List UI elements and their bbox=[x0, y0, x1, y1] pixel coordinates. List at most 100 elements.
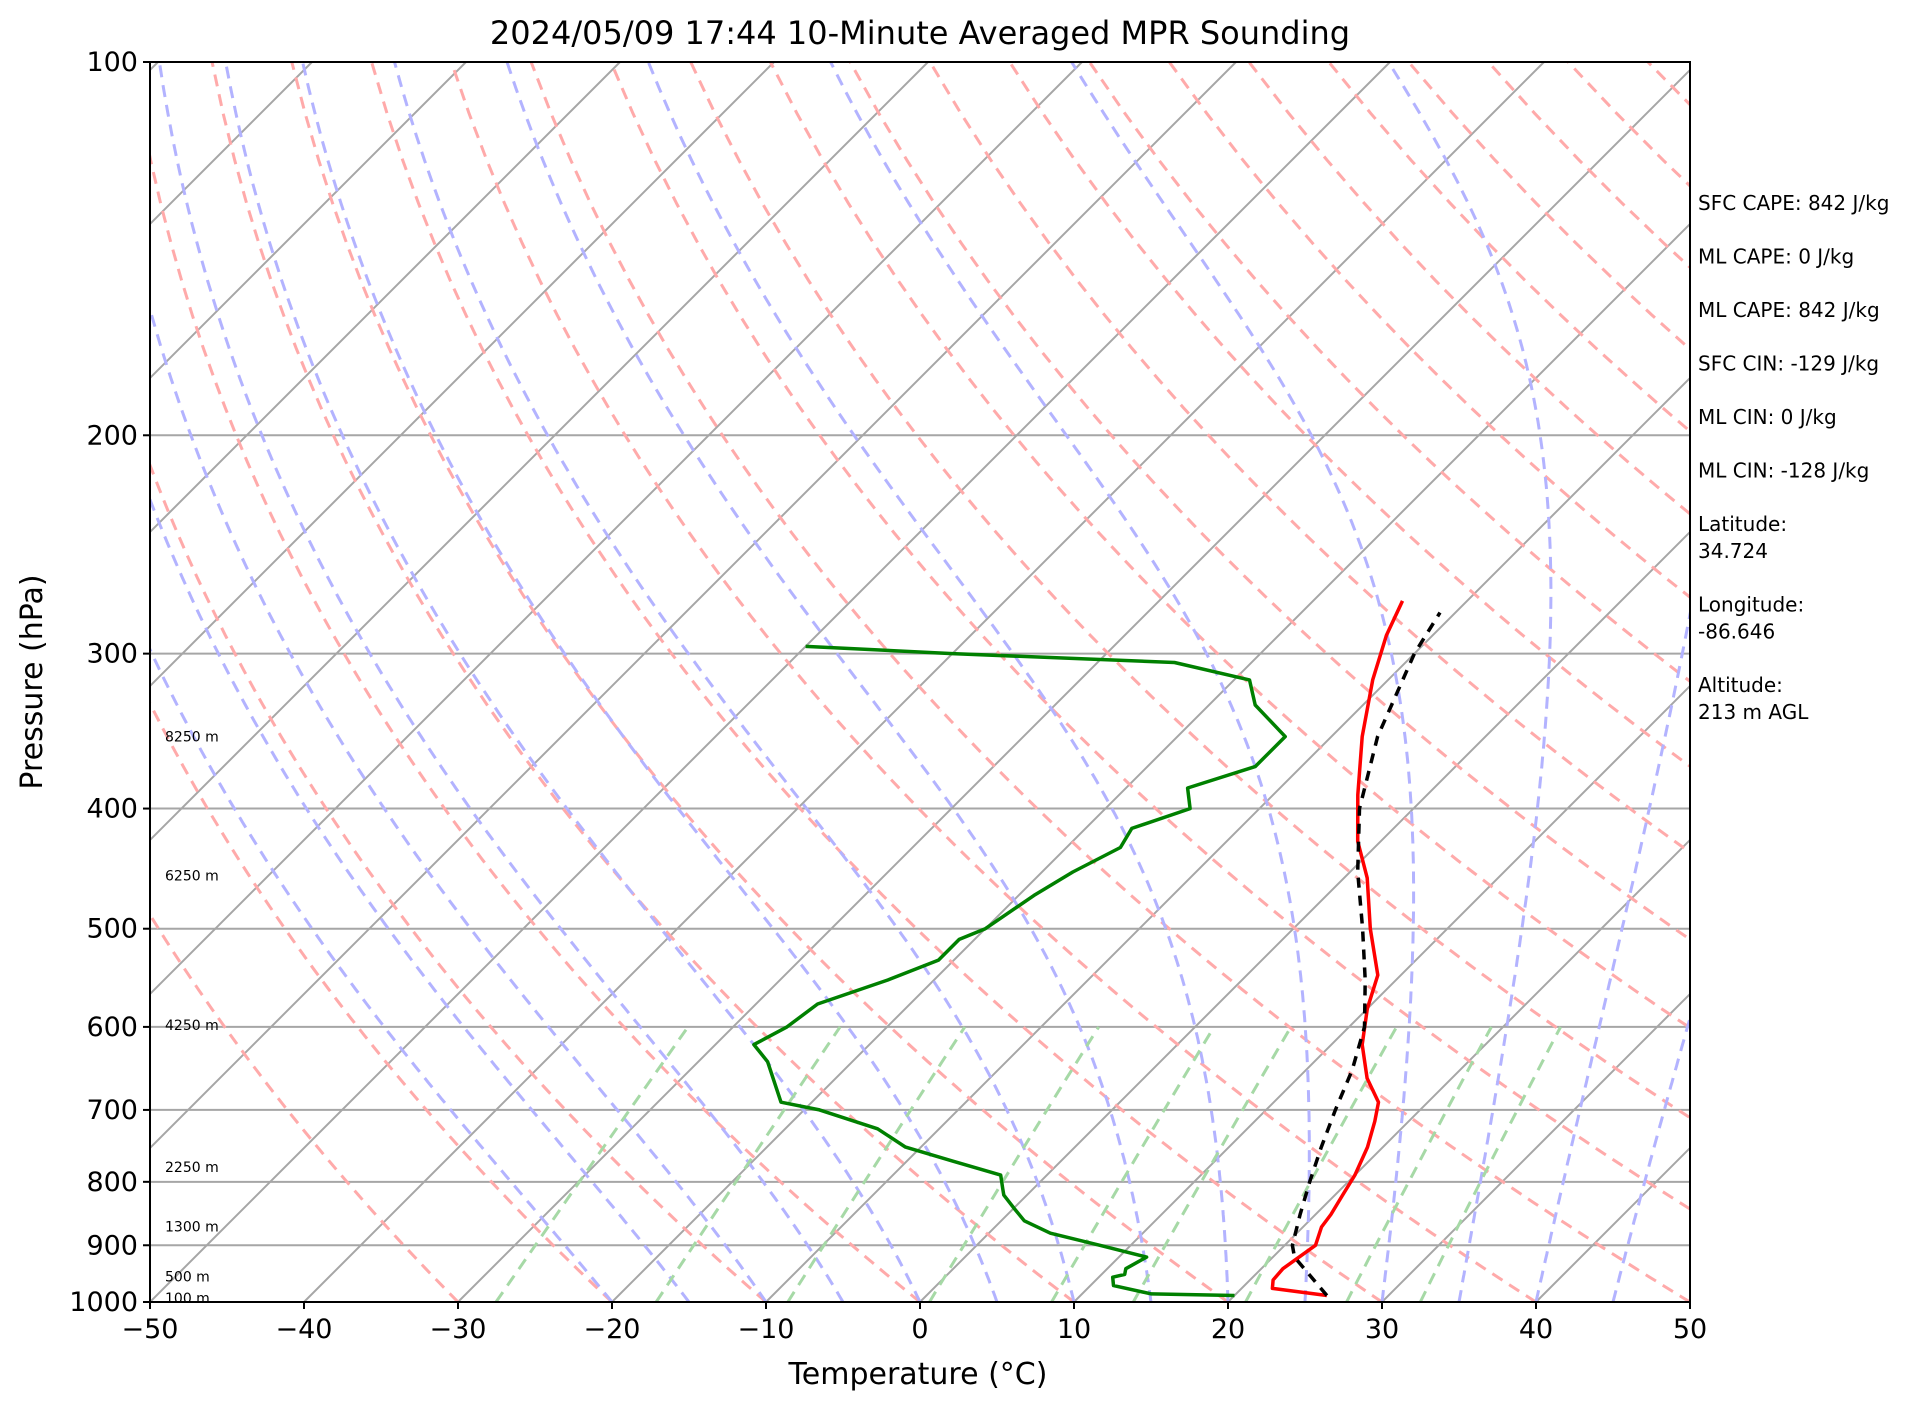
moist-adiabat-line bbox=[1070, 62, 1416, 1302]
stat-text: ML CAPE: 0 J/kg bbox=[1698, 245, 1854, 269]
stat-text: Latitude: bbox=[1698, 512, 1787, 536]
isotherm-line bbox=[1227, 838, 1690, 1302]
dry-adiabat-line bbox=[928, 62, 1690, 855]
stat-text: ML CIN: 0 J/kg bbox=[1698, 405, 1837, 429]
isotherm-line bbox=[150, 62, 1391, 1302]
moist-adiabat-line bbox=[150, 495, 691, 1302]
y-tick-label: 900 bbox=[86, 1230, 138, 1261]
dry-adiabat-line bbox=[1168, 62, 1690, 600]
moist-adiabat-line bbox=[224, 62, 922, 1302]
isotherm-line bbox=[611, 222, 1690, 1302]
stat-text: Altitude: bbox=[1698, 673, 1783, 697]
mixing-ratio-line bbox=[1050, 1026, 1216, 1302]
dry-adiabat-line bbox=[1088, 62, 1690, 684]
background-lines bbox=[0, 62, 1921, 1302]
dry-adiabat-line bbox=[689, 62, 1690, 1120]
moist-adiabat-line bbox=[150, 303, 768, 1302]
isotherm-line bbox=[150, 62, 775, 688]
dry-adiabat-line bbox=[769, 62, 1690, 1030]
mixing-ratio-line bbox=[1418, 1026, 1562, 1302]
dry-adiabat-line bbox=[150, 461, 767, 1302]
isotherm-line bbox=[303, 62, 1545, 1302]
y-tick-label: 300 bbox=[86, 639, 138, 670]
dry-adiabat-line bbox=[1008, 62, 1690, 769]
x-tick-label: 40 bbox=[1519, 1314, 1553, 1345]
moist-adiabat-line bbox=[646, 62, 1230, 1302]
moist-adiabat-line bbox=[829, 62, 1311, 1302]
x-tick-label: −20 bbox=[584, 1314, 641, 1345]
dry-adiabat-line bbox=[848, 62, 1690, 942]
y-tick-label: 800 bbox=[86, 1167, 138, 1198]
x-tick-label: −40 bbox=[276, 1314, 333, 1345]
stat-text: ML CIN: -128 J/kg bbox=[1698, 459, 1869, 483]
dry-adiabat-line bbox=[609, 62, 1690, 1211]
moist-adiabat-line bbox=[1387, 62, 1553, 1302]
isotherm-line bbox=[457, 68, 1690, 1302]
y-tick-label: 1000 bbox=[69, 1287, 138, 1318]
mixing-ratio-line bbox=[494, 1026, 690, 1302]
x-tick-label: 30 bbox=[1365, 1314, 1399, 1345]
dewpoint-profile-line bbox=[752, 644, 1287, 1298]
dry-adiabat-line bbox=[370, 62, 1383, 1302]
parcel-profile-line bbox=[1290, 611, 1442, 1297]
x-tick-label: −30 bbox=[430, 1314, 487, 1345]
chart-title: 2024/05/09 17:44 10-Minute Averaged MPR … bbox=[490, 14, 1350, 52]
isotherm-line bbox=[1073, 684, 1690, 1302]
sounding-lines bbox=[752, 600, 1442, 1298]
y-tick-label: 600 bbox=[86, 1012, 138, 1043]
mixing-ratio-line bbox=[654, 1026, 842, 1302]
x-tick-label: −50 bbox=[122, 1314, 179, 1345]
y-tick-label: 400 bbox=[86, 794, 138, 825]
isotherm-line bbox=[0, 62, 4, 1302]
x-tick-label: 0 bbox=[911, 1314, 928, 1345]
isotherm-line bbox=[1844, 62, 1921, 1302]
y-tick-label: 100 bbox=[86, 47, 138, 78]
moist-adiabat-line bbox=[157, 62, 845, 1302]
mixing-ratio-line bbox=[786, 1026, 967, 1302]
isotherm-line bbox=[765, 376, 1690, 1302]
x-tick-label: 10 bbox=[1057, 1314, 1091, 1345]
moist-adiabat-line bbox=[505, 62, 1153, 1302]
x-tick-label: 50 bbox=[1673, 1314, 1707, 1345]
isotherm-line bbox=[150, 62, 1237, 1150]
x-tick-label: −10 bbox=[738, 1314, 795, 1345]
y-tick-label: 200 bbox=[86, 420, 138, 451]
isotherm-line bbox=[150, 62, 621, 534]
height-label: 100 m bbox=[165, 1291, 210, 1307]
moist-adiabat-line bbox=[1611, 1012, 1690, 1302]
dry-adiabat-line bbox=[150, 149, 921, 1302]
moist-adiabat-line bbox=[301, 62, 999, 1302]
x-axis-label: Temperature (°C) bbox=[788, 1357, 1048, 1392]
height-label: 2250 m bbox=[165, 1160, 219, 1176]
moist-adiabat-line bbox=[1534, 606, 1690, 1302]
height-label: 6250 m bbox=[165, 869, 219, 885]
dry-adiabat-line bbox=[290, 62, 1229, 1302]
dry-adiabat-line bbox=[150, 700, 614, 1302]
isotherm-line bbox=[919, 530, 1690, 1302]
height-label: 1300 m bbox=[165, 1219, 219, 1235]
stat-text: SFC CAPE: 842 J/kg bbox=[1698, 191, 1889, 215]
y-axis-label: Pressure (hPa) bbox=[15, 574, 50, 789]
stat-text: ML CAPE: 842 J/kg bbox=[1698, 298, 1880, 322]
isotherm-line bbox=[150, 62, 467, 380]
mixing-ratio-line bbox=[1131, 1026, 1293, 1302]
height-label: 500 m bbox=[165, 1270, 210, 1286]
height-labels: 8250 m 6250 m 4250 m 2250 m 1300 m 500 m 100 m bbox=[165, 730, 219, 1308]
height-label: 4250 m bbox=[165, 1018, 219, 1034]
dry-adiabat-line bbox=[150, 912, 460, 1302]
isotherm-line bbox=[150, 62, 1083, 996]
stats-panel: SFC CAPE: 842 J/kg ML CAPE: 0 J/kg ML CAPE… bbox=[1698, 191, 1889, 724]
stat-text: Longitude: bbox=[1698, 593, 1804, 617]
stat-text: SFC CIN: -129 J/kg bbox=[1698, 352, 1879, 376]
mixing-ratio-line bbox=[1345, 1026, 1493, 1302]
height-label: 8250 m bbox=[165, 730, 219, 746]
stat-text: -86.646 bbox=[1698, 620, 1775, 644]
temperature-profile-line bbox=[1270, 600, 1405, 1298]
y-tick-label: 500 bbox=[86, 914, 138, 945]
moist-adiabat-line bbox=[393, 62, 1076, 1302]
dry-adiabat-line bbox=[210, 62, 1075, 1302]
y-tick-label: 700 bbox=[86, 1095, 138, 1126]
stat-text: 213 m AGL bbox=[1698, 700, 1809, 724]
isotherm-line bbox=[150, 62, 929, 842]
